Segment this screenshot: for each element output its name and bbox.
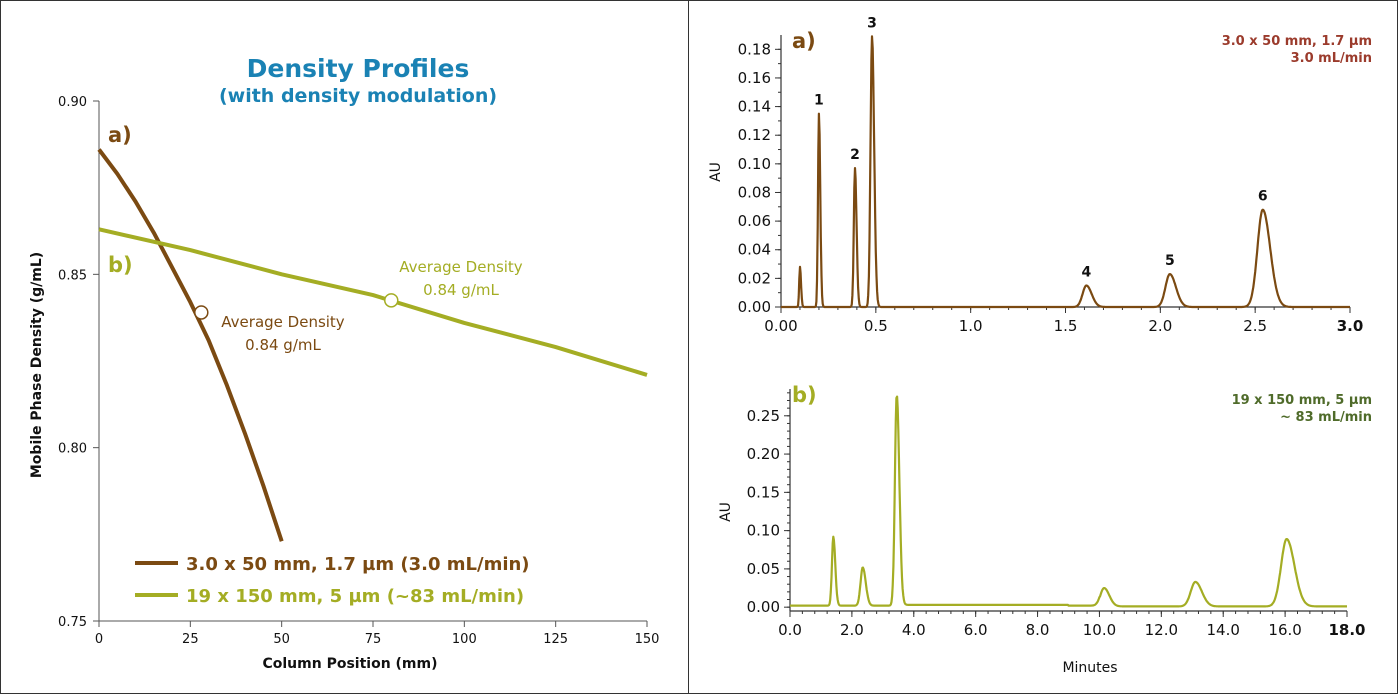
chrom-b-x-tick-label: 18.0	[1328, 621, 1365, 639]
chrom-a-y-tick-label: 0.14	[738, 98, 771, 116]
chrom-a-x-tick-label: 1.5	[1054, 317, 1078, 335]
chrom-a-note-line2: 3.0 mL/min	[1291, 51, 1372, 66]
chrom-b-x-tick-label: 12.0	[1145, 621, 1178, 639]
avg-density-marker-a	[194, 305, 209, 320]
chrom-b-x-tick-label: 0.0	[778, 621, 802, 639]
chrom-b-x-tick-label: 10.0	[1083, 621, 1116, 639]
density-x-tick-label: 125	[543, 632, 568, 647]
chrom-a-y-tick-label: 0.12	[738, 126, 771, 144]
avg-density-label-a: Average Density	[221, 313, 345, 331]
chrom-a-x-tick-label: 0.5	[864, 317, 888, 335]
chrom-b-x-tick-label: 6.0	[964, 621, 988, 639]
avg-density-label-b: Average Density	[399, 258, 523, 276]
chrom-b-panel-label: b)	[792, 383, 817, 407]
avg-density-value-b: 0.84 g/mL	[423, 281, 499, 299]
density-x-axis-label: Column Position (mm)	[262, 656, 437, 672]
chrom-a-y-tick-label: 0.08	[738, 183, 771, 201]
chrom-a-plot-group: 0.00 0.02 0.04 0.06 0.08 0.10 0.12 0.14 0.16 0.18…	[738, 15, 1364, 335]
density-legend: 3.0 x 50 mm, 1.7 µm (3.0 mL/min) 19 x 15…	[135, 554, 530, 607]
chrom-b-x-axis-label: Minutes	[1062, 660, 1117, 676]
chrom-a-peak-label: 3	[867, 15, 877, 31]
chrom-a-x-tick-label: 0.00	[764, 317, 797, 335]
density-y-tick-label: 0.85	[58, 268, 87, 283]
density-x-tick-label: 150	[635, 632, 660, 647]
chrom-a-y-axis-label: AU	[708, 162, 724, 182]
density-x-tick-label: 25	[182, 632, 199, 647]
density-chart-title: Density Profiles	[247, 54, 470, 83]
chrom-b-x-tick-label: 8.0	[1026, 621, 1050, 639]
chrom-a-trace	[780, 35, 1351, 309]
chrom-b-note-line1: 19 x 150 mm, 5 µm	[1232, 393, 1372, 408]
chrom-a-x-tick-label: 3.0	[1337, 317, 1364, 335]
chrom-b-y-tick-label: 0.20	[747, 445, 780, 463]
chrom-a-x-tick-label: 2.0	[1148, 317, 1172, 335]
density-y-axis-label: Mobile Phase Density (g/mL)	[29, 252, 45, 478]
chrom-a-panel-label: a)	[792, 29, 816, 53]
density-curve-label-a: a)	[108, 123, 132, 147]
avg-density-value-a: 0.84 g/mL	[245, 336, 321, 354]
chrom-b-plot-group: 0.00 0.05 0.10 0.15 0.20 0.25 0.0 2.0 4.0 6.0 8.0 1…	[747, 389, 1366, 639]
chrom-a-y-tick-label: 0.00	[738, 298, 771, 316]
density-curve-label-b: b)	[108, 253, 133, 277]
chrom-b-x-tick-label: 16.0	[1268, 621, 1301, 639]
legend-label-a: 3.0 x 50 mm, 1.7 µm (3.0 mL/min)	[186, 554, 530, 575]
density-x-tick-label: 0	[95, 632, 103, 647]
chrom-a-y-tick-label: 0.16	[738, 69, 771, 87]
chrom-a-y-tick-label: 0.10	[738, 155, 771, 173]
chrom-b-y-tick-label: 0.10	[747, 522, 780, 540]
density-series-line-a	[97, 148, 284, 542]
chrom-b-x-tick-label: 14.0	[1207, 621, 1240, 639]
panel-divider	[688, 0, 689, 694]
chrom-a-peak-label: 4	[1081, 265, 1091, 281]
density-series-line-b	[98, 227, 648, 377]
density-x-tick-label: 100	[452, 632, 477, 647]
avg-density-marker-b	[384, 293, 399, 308]
density-y-tick-label: 0.80	[58, 442, 87, 457]
density-y-tick-label: 0.90	[58, 95, 87, 110]
chrom-b-y-axis-label: AU	[718, 502, 734, 522]
chrom-b-y-tick-label: 0.15	[747, 483, 780, 501]
chrom-b-y-tick-label: 0.00	[747, 598, 780, 616]
chrom-a-y-tick-label: 0.06	[738, 212, 771, 230]
chrom-a-y-tick-label: 0.02	[738, 269, 771, 287]
chrom-b-trace	[789, 395, 1348, 608]
chrom-a-peak-label: 1	[814, 93, 824, 109]
chrom-a-y-tick-label: 0.04	[738, 241, 771, 259]
density-chart-subtitle: (with density modulation)	[219, 85, 497, 107]
chrom-a-x-tick-label: 2.5	[1243, 317, 1267, 335]
chrom-b-note-line2: ~ 83 mL/min	[1280, 410, 1372, 425]
chrom-b-y-tick-label: 0.25	[747, 407, 780, 425]
density-x-tick-label: 75	[365, 632, 382, 647]
chrom-a-y-tick-label: 0.18	[738, 40, 771, 58]
density-x-tick-label: 50	[273, 632, 290, 647]
density-y-tick-label: 0.75	[58, 615, 87, 630]
chrom-a-note-line1: 3.0 x 50 mm, 1.7 µm	[1222, 34, 1372, 49]
chrom-b-y-tick-label: 0.05	[747, 560, 780, 578]
chrom-a-peak-label: 2	[850, 147, 860, 163]
legend-label-b: 19 x 150 mm, 5 µm (~83 mL/min)	[186, 586, 524, 607]
chrom-b-x-tick-label: 2.0	[840, 621, 864, 639]
chrom-a-x-tick-label: 1.0	[959, 317, 983, 335]
chrom-a-peak-label: 5	[1165, 253, 1175, 269]
chrom-a-peak-label: 6	[1258, 189, 1268, 205]
chrom-b-x-tick-label: 4.0	[902, 621, 926, 639]
density-plot-group: 0 25 50 75 100 125 150 0.75 0.80 0.85 0.90	[58, 95, 659, 647]
